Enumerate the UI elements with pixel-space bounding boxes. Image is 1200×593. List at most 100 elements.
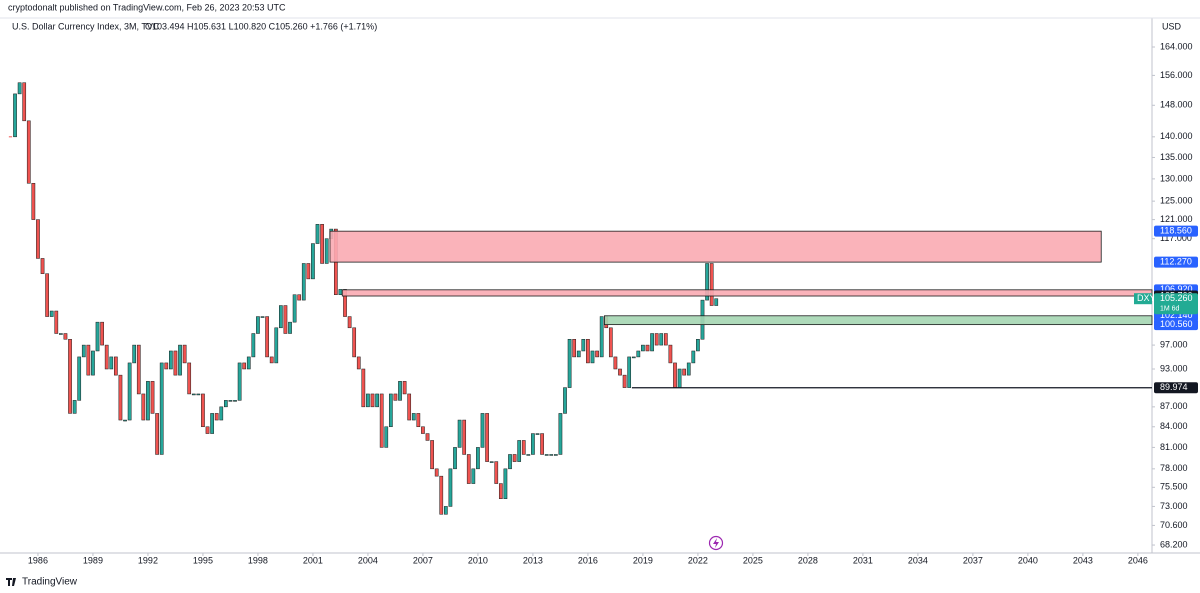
- candle: [36, 219, 40, 259]
- candle: [237, 362, 242, 401]
- x-tick-label: 2001: [303, 555, 323, 565]
- candle: [164, 362, 169, 370]
- candle: [219, 406, 224, 421]
- candle: [54, 310, 59, 334]
- candle: [8, 136, 13, 138]
- y-tick-label: 130.000: [1160, 173, 1193, 183]
- logo: [6, 578, 16, 586]
- candle: [196, 393, 201, 396]
- candle: [324, 238, 329, 264]
- candle: [246, 356, 251, 370]
- y-tick-label: 70.600: [1160, 520, 1188, 530]
- candle: [361, 368, 366, 408]
- candle: [256, 316, 260, 334]
- y-tick-label: 81.000: [1160, 442, 1188, 452]
- candle: [311, 243, 315, 280]
- candle: [540, 433, 544, 455]
- zone: [329, 230, 1102, 263]
- candle: [535, 433, 540, 435]
- price-label-bg: [1154, 382, 1198, 394]
- candle: [141, 393, 146, 421]
- candle: [645, 344, 650, 352]
- candle: [563, 387, 567, 414]
- x-tick-label: 1986: [28, 555, 48, 565]
- candle: [709, 263, 714, 306]
- candle: [673, 362, 677, 388]
- symbol-tag: DXY: [1137, 293, 1156, 303]
- y-tick-label: 68.200: [1160, 539, 1188, 549]
- candle: [453, 447, 457, 470]
- candle: [526, 454, 531, 456]
- x-tick-label: 2022: [688, 555, 708, 565]
- candle: [265, 316, 269, 358]
- candle: [109, 356, 114, 370]
- candle: [622, 374, 627, 388]
- y-tick-label: 125.000: [1160, 196, 1193, 206]
- candle: [531, 433, 535, 455]
- candle: [705, 263, 709, 301]
- candle: [682, 368, 687, 376]
- candle: [347, 316, 352, 329]
- candle: [434, 468, 439, 477]
- y-tick-label: 78.000: [1160, 463, 1188, 473]
- candle: [553, 454, 558, 456]
- candle: [654, 333, 659, 346]
- candle: [457, 419, 462, 448]
- x-tick-label: 1989: [83, 555, 103, 565]
- candle: [443, 506, 448, 515]
- candle: [388, 393, 393, 428]
- candle: [384, 426, 389, 448]
- candle: [631, 356, 636, 359]
- candle: [379, 393, 384, 448]
- candle: [677, 368, 682, 388]
- candle: [356, 356, 361, 370]
- candle: [471, 468, 476, 484]
- ohlc: O103.494 H105.631 L100.820 C105.260 +1.7…: [145, 21, 377, 31]
- candle: [251, 333, 256, 358]
- candle: [169, 350, 173, 370]
- y-tick-label: 148.000: [1160, 100, 1193, 110]
- candle: [430, 440, 434, 470]
- y-tick-label: 135.000: [1160, 152, 1193, 162]
- price-label: 102.140: [1160, 310, 1193, 320]
- candle: [297, 294, 302, 301]
- candle: [425, 433, 430, 441]
- candle: [72, 400, 77, 414]
- x-tick-label: 2037: [963, 555, 983, 565]
- candle: [544, 454, 549, 456]
- candle: [91, 350, 95, 376]
- y-tick-label: 75.500: [1160, 482, 1188, 492]
- candle: [650, 333, 654, 352]
- candle: [686, 362, 691, 376]
- candle: [260, 316, 265, 318]
- candle: [292, 294, 297, 323]
- candle: [114, 356, 118, 376]
- candle: [343, 289, 347, 317]
- candle: [636, 350, 641, 358]
- candle: [608, 327, 613, 358]
- x-tick-label: 2043: [1073, 555, 1093, 565]
- y-tick-label: 164.000: [1160, 41, 1193, 51]
- candle: [421, 426, 425, 434]
- candle: [498, 483, 503, 499]
- y-tick-label: 156.000: [1160, 70, 1193, 80]
- candle: [233, 400, 237, 402]
- zone: [604, 315, 1153, 326]
- candle: [315, 224, 320, 244]
- x-tick-label: 2010: [468, 555, 488, 565]
- x-tick-label: 1995: [193, 555, 213, 565]
- candle: [691, 350, 696, 364]
- candle: [402, 381, 407, 395]
- candle: [178, 344, 182, 376]
- candle: [136, 344, 141, 395]
- candle: [466, 454, 471, 484]
- candle: [439, 475, 444, 515]
- candle: [595, 350, 599, 358]
- candle: [59, 333, 63, 335]
- candle: [407, 393, 412, 421]
- x-tick-label: 2013: [523, 555, 543, 565]
- candle: [283, 305, 288, 334]
- candle: [370, 393, 375, 408]
